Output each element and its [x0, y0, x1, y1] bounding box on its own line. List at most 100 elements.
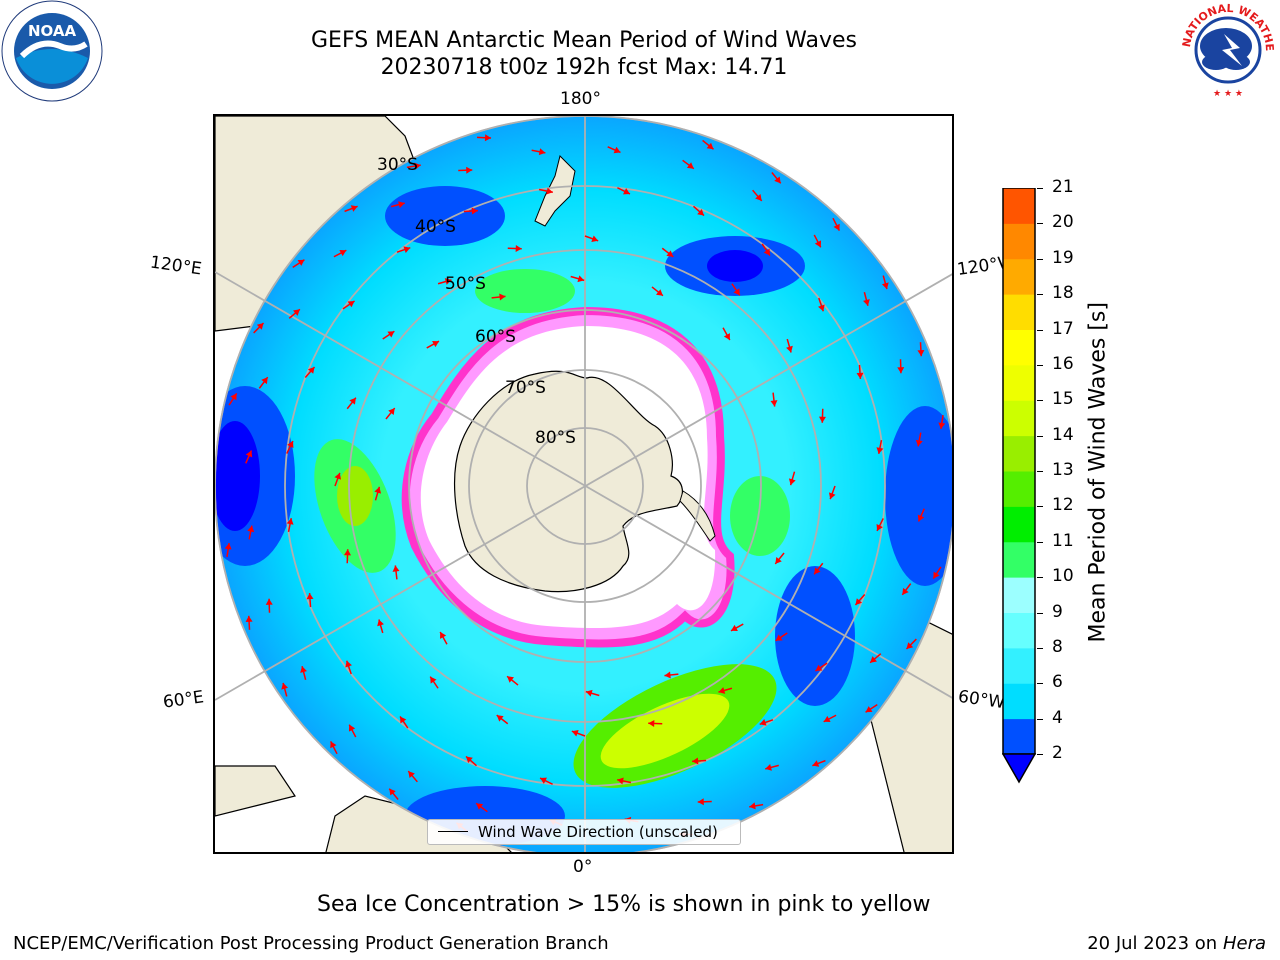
- legend-label: Wind Wave Direction (unscaled): [478, 823, 718, 841]
- wind-arrow-head: [833, 223, 840, 231]
- wind-arrow-head: [591, 235, 599, 243]
- wind-arrow-head: [444, 278, 452, 285]
- colorbar-label: Mean Period of Wind Waves [s]: [1085, 302, 1111, 643]
- wind-arrow-head: [245, 615, 253, 623]
- wind-arrow-head: [440, 631, 447, 639]
- wind-arrow-head: [902, 587, 909, 595]
- low-period-region: [385, 186, 505, 246]
- colorbar-tick-label: 9: [1052, 601, 1063, 622]
- colorbar-tick-label: 8: [1052, 636, 1063, 657]
- wind-arrow-head: [686, 162, 694, 169]
- wind-arrow-head: [334, 472, 342, 480]
- antarctica-land: [453, 370, 683, 593]
- footer-host: Hera: [1222, 933, 1266, 954]
- wind-arrow-head: [855, 598, 863, 606]
- wind-arrow-head: [706, 142, 714, 150]
- wind-arrow-head: [349, 397, 356, 405]
- colorbar-tick-label: 21: [1052, 177, 1074, 197]
- wind-arrow-head: [230, 393, 237, 401]
- wind-arrow-head: [287, 441, 294, 448]
- wind-arrow-head: [856, 372, 864, 379]
- wind-arrow-head: [389, 788, 396, 796]
- wind-arrow-head: [400, 716, 407, 724]
- wind-arrow-head: [484, 134, 492, 142]
- wind-arrow-head: [256, 322, 264, 330]
- wind-arrow-head: [430, 676, 437, 684]
- colorbar-tick-mark: [1037, 435, 1043, 437]
- longitude-gridlines: [215, 116, 952, 852]
- colorbar-tick-mark: [1037, 258, 1043, 260]
- colorbar-segment: [1003, 506, 1035, 543]
- colorbar-tick-label: 6: [1052, 672, 1063, 693]
- wind-arrow-head: [224, 543, 232, 550]
- wind-arrow-head: [828, 492, 836, 500]
- wind-arrow-head: [897, 367, 905, 374]
- wind-arrow-head: [775, 634, 783, 641]
- colorbar-under-extend: [1001, 753, 1037, 784]
- wind-arrow-head: [496, 715, 504, 722]
- wind-arrow-head: [648, 719, 655, 727]
- very-high-period-region: [337, 466, 373, 526]
- high-period-region: [475, 269, 575, 313]
- wind-arrow-head: [387, 331, 395, 338]
- wind-arrow-head: [749, 802, 756, 810]
- wind-arrow-head: [755, 194, 762, 201]
- colorbar-tick-label: 13: [1052, 460, 1074, 480]
- colorbar-tick-label: 16: [1052, 353, 1074, 374]
- lat-label-60s: 60°S: [475, 327, 516, 347]
- wind-arrow-head: [814, 240, 822, 248]
- wind-arrow-head: [300, 666, 307, 673]
- wind-arrow-head: [286, 518, 294, 525]
- wind-arrow-head: [571, 729, 579, 737]
- wind-wave-arrows: [224, 134, 946, 838]
- wind-arrow-head: [398, 201, 405, 208]
- colorbar-segment: [1003, 294, 1035, 330]
- wind-arrow-head: [348, 724, 356, 732]
- wind-arrow-head: [876, 447, 884, 454]
- wind-arrow-head: [718, 687, 726, 694]
- wind-arrow-head: [664, 671, 671, 679]
- madagascar-land: [215, 765, 296, 817]
- colorbar-segment: [1003, 364, 1035, 401]
- colorbar-tick-label: 15: [1052, 389, 1074, 410]
- colorbar-tick-label: 10: [1052, 566, 1074, 587]
- wind-arrow-head: [623, 188, 630, 195]
- wind-arrow-head: [775, 557, 782, 564]
- wind-arrow-head: [374, 486, 382, 494]
- wind-arrow-head: [471, 207, 478, 215]
- wind-arrow-head: [697, 798, 704, 806]
- wind-arrow-head: [823, 715, 831, 723]
- colorbar-segment: [1003, 718, 1035, 755]
- colorbar-segment: [1003, 683, 1035, 720]
- wind-arrow-head: [392, 565, 400, 572]
- wind-arrow-head: [408, 771, 415, 778]
- chart-title-line2: 20230718 t00z 192h fcst Max: 14.71: [380, 55, 788, 80]
- wind-arrow-head: [307, 366, 315, 374]
- colorbar-segment: [1003, 329, 1035, 366]
- colorbar-tick-mark: [1037, 506, 1043, 508]
- wind-arrow-head: [656, 289, 663, 296]
- colorbar-tick-mark: [1037, 754, 1043, 755]
- wind-arrow-head: [345, 660, 352, 668]
- lon-label-180: 180°: [560, 89, 601, 109]
- very-low-period-region: [215, 421, 260, 531]
- wind-arrow-head: [306, 593, 314, 600]
- colorbar-tick-label: 12: [1052, 495, 1074, 516]
- wind-arrow-head: [265, 598, 273, 605]
- new-zealand-land: [534, 155, 576, 227]
- wind-arrow-head: [499, 293, 506, 301]
- wind-arrow-head: [577, 275, 585, 283]
- colorbar-segment: [1003, 577, 1035, 613]
- colorbar-tick-mark: [1037, 188, 1043, 189]
- footer-branch: NCEP/EMC/Verification Post Processing Pr…: [13, 933, 609, 954]
- wind-arrow-head: [613, 146, 621, 154]
- colorbar-segment: [1003, 258, 1035, 295]
- colorbar-tick-mark: [1037, 577, 1043, 579]
- wind-arrow-head: [765, 764, 772, 771]
- wind-arrow-head: [281, 682, 289, 690]
- wind-arrow-head: [245, 450, 253, 458]
- wind-arrow-head: [723, 333, 730, 341]
- wind-arrow-head: [863, 299, 870, 306]
- colorbar-tick-mark: [1037, 718, 1043, 720]
- wind-arrow-head: [293, 309, 300, 316]
